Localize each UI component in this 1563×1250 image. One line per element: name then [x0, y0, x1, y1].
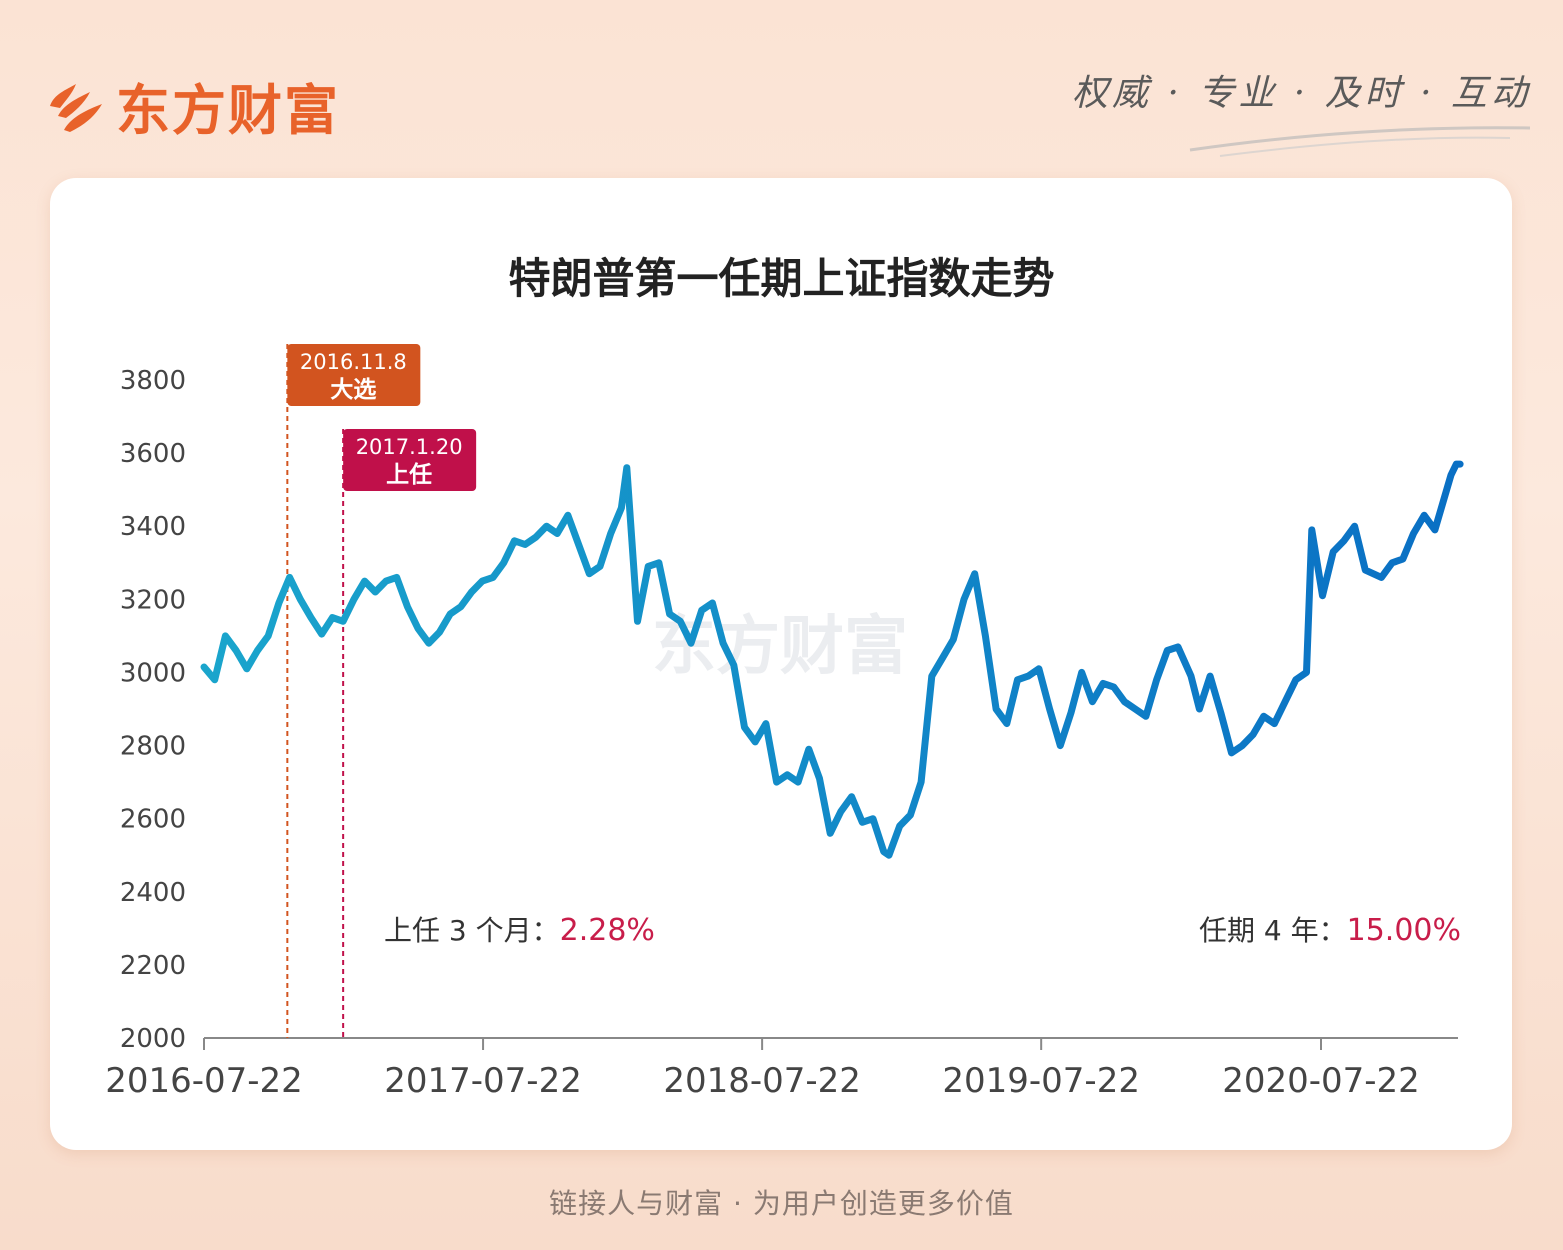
y-tick-label: 3200 — [120, 585, 186, 615]
three-month-label-text: 上任 3 个月： — [384, 914, 560, 947]
y-tick-label: 3000 — [120, 658, 186, 688]
y-tick-label: 2800 — [120, 732, 186, 762]
y-tick-label: 3800 — [120, 366, 186, 396]
y-tick-label: 2000 — [120, 1024, 186, 1054]
three-month-label: 上任 3 个月：2.28% — [384, 913, 655, 948]
x-tick-label: 2020-07-22 — [1222, 1061, 1420, 1101]
election-flag — [287, 344, 421, 406]
four-year-label: 任期 4 年：15.00% — [1199, 913, 1461, 948]
inauguration-flag-label: 上任 — [386, 461, 432, 488]
series-line — [200, 460, 1464, 859]
y-tick-label: 3400 — [120, 512, 186, 542]
chart-watermark: 东方财富 — [652, 610, 908, 684]
x-tick-label: 2017-07-22 — [384, 1061, 582, 1101]
x-tick-label: 2018-07-22 — [663, 1061, 861, 1101]
x-tick-label: 2016-07-22 — [105, 1061, 303, 1101]
brand-logo: 东方财富 — [44, 66, 340, 145]
three-month-value: 2.28% — [560, 913, 655, 948]
inauguration-flag-date: 2017.1.20 — [356, 435, 463, 459]
four-year-label-text: 任期 4 年： — [1199, 914, 1347, 947]
chart-card — [50, 178, 1512, 1150]
brand-slogan: 权威 · 专业 · 及时 · 互动 — [1072, 73, 1531, 114]
chart-title: 特朗普第一任期上证指数走势 — [508, 254, 1055, 303]
election-flag-date: 2016.11.8 — [300, 350, 407, 374]
y-tick-label: 2600 — [120, 805, 186, 835]
y-tick-label: 2400 — [120, 878, 186, 908]
four-year-value: 15.00% — [1347, 913, 1461, 948]
y-tick-label: 3600 — [120, 439, 186, 469]
x-tick-label: 2019-07-22 — [942, 1061, 1140, 1101]
inauguration-flag — [343, 429, 477, 491]
election-flag-label: 大选 — [330, 377, 376, 403]
footer-tagline: 链接人与财富 · 为用户创造更多价值 — [549, 1187, 1014, 1220]
slogan-underline-swoosh — [1189, 126, 1531, 157]
brand-name: 东方财富 — [116, 79, 340, 142]
y-tick-label: 2200 — [120, 951, 186, 981]
brand-flame-icon — [50, 83, 102, 132]
